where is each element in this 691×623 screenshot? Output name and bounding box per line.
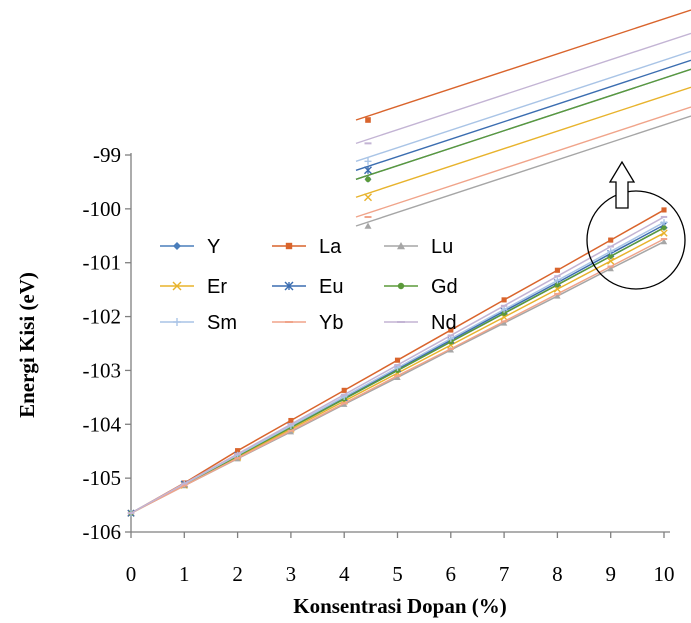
legend-label-lu: Lu <box>431 236 453 258</box>
zoom-arrow-icon <box>610 162 634 208</box>
inset-point-er <box>365 194 372 201</box>
inset-line-eu <box>356 60 691 170</box>
legend-label-sm: Sm <box>207 312 237 334</box>
legend-item-eu: Eu <box>272 276 343 298</box>
y-tick-label: -105 <box>83 466 122 490</box>
x-tick-label: 7 <box>499 562 510 586</box>
x-tick-label: 10 <box>654 562 675 586</box>
x-tick-label: 4 <box>339 562 350 586</box>
y-tick-label: -106 <box>83 520 122 544</box>
legend: Y La Lu Er Eu Gd Sm Yb Nd <box>160 236 458 334</box>
data-point-sm <box>608 248 614 254</box>
data-point-la <box>395 358 400 363</box>
data-point-la <box>342 388 347 393</box>
legend-label-nd: Nd <box>431 312 457 334</box>
x-tick-label: 5 <box>392 562 403 586</box>
data-point-la <box>555 268 560 273</box>
inset-point-la <box>365 117 371 123</box>
inset-line-yb <box>356 107 691 217</box>
legend-marker-sm <box>173 318 181 326</box>
inset-line-gd <box>356 69 691 179</box>
legend-item-gd: Gd <box>384 276 458 298</box>
y-tick-label: -100 <box>83 197 122 221</box>
data-point-la <box>608 238 613 243</box>
legend-label-gd: Gd <box>431 276 458 298</box>
y-axis-title: Energi Kisi (eV) <box>15 272 39 418</box>
y-tick-labels: -99 -100 -101 -102 -103 -104 -105 -106 <box>83 143 132 544</box>
legend-label-eu: Eu <box>319 276 343 298</box>
y-tick-label: -99 <box>93 143 121 167</box>
inset-line-nd <box>356 33 691 143</box>
legend-label-y: Y <box>207 236 220 258</box>
x-tick-label: 6 <box>446 562 457 586</box>
inset-line-lu <box>356 116 691 226</box>
y-tick-label: -101 <box>83 251 122 275</box>
data-point-la <box>502 297 507 302</box>
legend-label-yb: Yb <box>319 312 343 334</box>
legend-item-sm: Sm <box>160 312 237 334</box>
x-tick-label: 8 <box>552 562 563 586</box>
inset-point-gd <box>365 176 371 182</box>
y-tick-label: -103 <box>83 358 122 382</box>
x-tick-label: 1 <box>179 562 190 586</box>
legend-item-er: Er <box>160 276 227 298</box>
data-point-gd <box>661 225 666 230</box>
x-tick-label: 9 <box>605 562 616 586</box>
legend-marker-gd <box>398 283 404 289</box>
x-axis-title: Konsentrasi Dopan (%) <box>293 594 507 618</box>
data-point-la <box>288 418 293 423</box>
legend-item-yb: Yb <box>272 312 343 334</box>
x-tick-label: 2 <box>232 562 243 586</box>
y-tick-label: -102 <box>83 305 122 329</box>
axes <box>131 153 670 532</box>
x-tick-labels: 0 1 2 3 4 5 6 7 8 9 10 <box>126 532 675 586</box>
legend-item-la: La <box>272 236 342 258</box>
data-point-sm <box>661 219 667 225</box>
inset-point-eu <box>365 167 372 174</box>
data-point-la <box>661 207 666 212</box>
inset-line-sm <box>356 51 691 161</box>
x-tick-label: 0 <box>126 562 137 586</box>
legend-label-er: Er <box>207 276 227 298</box>
zoom-inset <box>356 10 691 229</box>
legend-marker-y <box>173 242 181 250</box>
legend-item-y: Y <box>160 236 220 258</box>
legend-label-la: La <box>319 236 342 258</box>
legend-marker-la <box>286 243 292 249</box>
x-tick-label: 3 <box>286 562 297 586</box>
legend-item-lu: Lu <box>384 236 453 258</box>
y-tick-label: -104 <box>83 412 122 436</box>
legend-item-nd: Nd <box>384 312 457 334</box>
